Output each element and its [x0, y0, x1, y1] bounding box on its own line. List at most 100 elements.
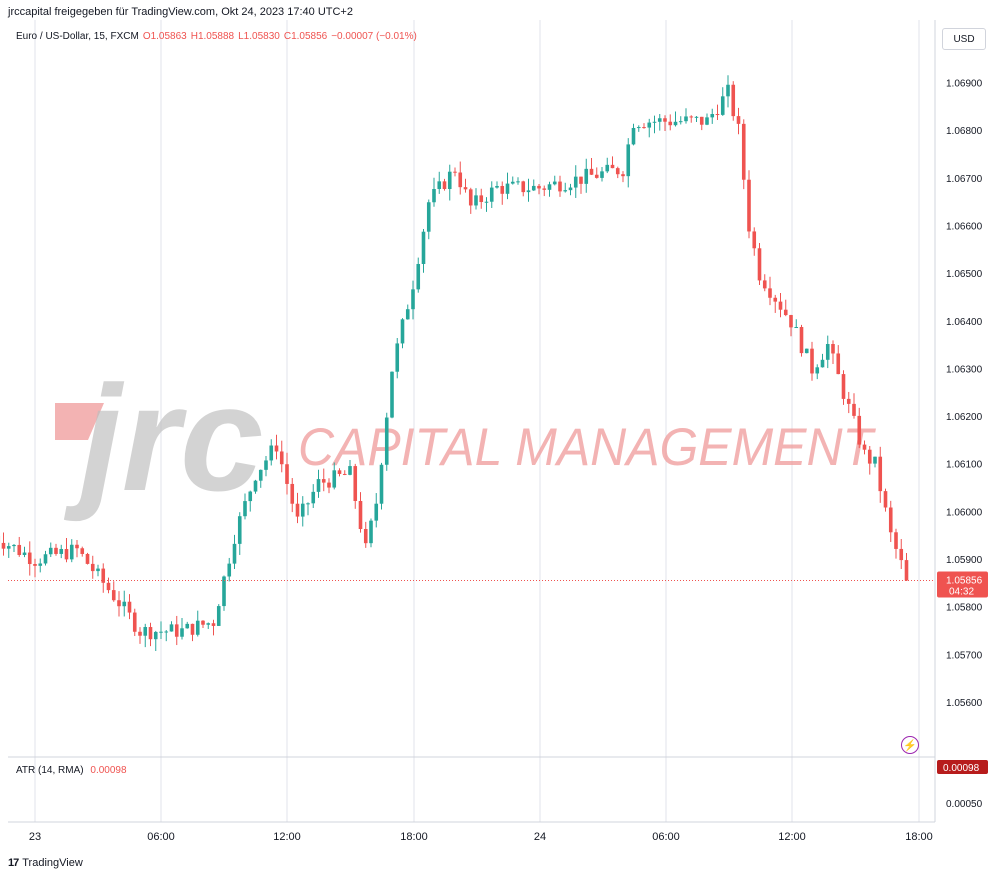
atr-legend[interactable]: ATR (14, RMA) 0.00098: [16, 765, 127, 776]
atr-tick-label: 0.00050: [946, 799, 983, 810]
candle-body: [741, 123, 746, 180]
candle-body: [495, 185, 499, 188]
ohlc-open: O1.05863: [142, 31, 187, 42]
candle-body: [605, 164, 610, 172]
candle-body: [883, 491, 888, 508]
candle-body: [705, 117, 709, 125]
candle-body: [841, 374, 846, 399]
candle-body: [600, 171, 604, 178]
watermark-logo-text: jrc: [63, 354, 263, 522]
candle-body: [500, 185, 505, 194]
candle-body: [80, 548, 85, 554]
candle-body: [762, 280, 767, 289]
candle-body: [395, 343, 400, 372]
candle-body: [573, 176, 578, 188]
candle-body: [783, 309, 788, 316]
candle-body: [22, 552, 27, 555]
flash-icon[interactable]: ⚡: [901, 736, 919, 754]
candle-body: [752, 231, 757, 249]
candle-body: [537, 185, 541, 189]
ohlc-close: C1.05856: [283, 31, 328, 42]
candle-body: [626, 144, 631, 177]
candle-body: [453, 171, 457, 173]
symbol-legend[interactable]: Euro / US-Dollar, 15, FXCM O1.05863 H1.0…: [16, 31, 417, 42]
candle-body: [715, 114, 720, 116]
time-tick-label: 18:00: [400, 831, 428, 843]
watermark-company-text: CAPITAL MANAGEMENT: [298, 418, 876, 477]
tradingview-logo-icon: 17: [8, 857, 19, 869]
time-tick-label: 18:00: [905, 831, 933, 843]
candle-body: [164, 631, 169, 633]
price-tick-label: 1.05600: [946, 698, 983, 709]
atr-label[interactable]: ATR (14, RMA): [16, 765, 84, 776]
candle-body: [825, 344, 830, 360]
candle-body: [510, 181, 515, 184]
candle-body: [43, 554, 48, 564]
candle-body: [558, 181, 562, 192]
candle-body: [547, 184, 552, 190]
price-tick-label: 1.06300: [946, 364, 983, 375]
candle-body: [274, 445, 279, 452]
candle-body: [699, 116, 704, 125]
candle-body: [831, 344, 835, 354]
candle-body: [90, 563, 95, 572]
ohlc-high: H1.05888: [190, 31, 235, 42]
candle-body: [206, 623, 211, 625]
candle-body: [159, 631, 163, 633]
candle-body: [579, 176, 583, 184]
price-axis[interactable]: 1.06900 1.06800 1.06700 1.06600 1.06500 1.064…: [937, 79, 988, 811]
candle-body: [384, 417, 389, 465]
time-tick-label: 12:00: [273, 831, 301, 843]
atr-axis-value: 0.00098: [943, 763, 980, 774]
candle-body: [227, 563, 232, 577]
price-tick-label: 1.06200: [946, 412, 983, 423]
candle-body: [731, 84, 736, 117]
watermark-logo-mark: [55, 403, 104, 440]
candle-body: [736, 116, 741, 124]
time-tick-label: 23: [29, 831, 41, 843]
candle-body: [290, 483, 295, 504]
atr-value-badge: [937, 760, 988, 774]
candle-body: [442, 181, 447, 190]
candle-body: [295, 503, 300, 517]
candle-body: [631, 127, 636, 145]
candle-body: [867, 449, 872, 464]
candle-body: [804, 348, 809, 354]
candle-body: [327, 482, 331, 488]
candle-body: [458, 172, 463, 188]
candle-body: [904, 560, 909, 581]
last-price-value: 1.05856: [946, 575, 983, 586]
price-tick-label: 1.06700: [946, 174, 983, 185]
candle-body: [148, 627, 153, 640]
candle-body: [75, 544, 79, 549]
candle-body: [878, 456, 883, 492]
price-tick-label: 1.06900: [946, 79, 983, 90]
candle-body: [615, 168, 620, 175]
candle-body: [521, 181, 526, 193]
price-tick-label: 1.06000: [946, 507, 983, 518]
candle-body: [432, 189, 436, 203]
time-tick-label: 24: [534, 831, 546, 843]
tradingview-footer[interactable]: 17 TradingView: [8, 857, 83, 869]
candle-body: [12, 544, 16, 547]
candle-body: [132, 612, 137, 632]
candle-body: [342, 473, 347, 475]
candle-body: [101, 568, 106, 583]
candle-body: [894, 532, 898, 549]
candle-body: [405, 309, 410, 320]
candle-body: [794, 327, 799, 329]
candle-body: [421, 231, 426, 264]
candle-body: [411, 289, 415, 310]
candle-body: [888, 507, 893, 533]
candle-body: [6, 546, 11, 549]
candle-body: [747, 179, 751, 232]
candle-body: [815, 367, 820, 374]
candle-body: [248, 491, 253, 502]
candle-body: [332, 470, 337, 488]
symbol-name[interactable]: Euro / US-Dollar, 15, FXCM: [16, 31, 139, 42]
currency-button[interactable]: USD: [942, 28, 986, 50]
candle-body: [636, 127, 641, 129]
time-axis[interactable]: 23 06:00 12:00 18:00 24 06:00 12:00 18:00: [29, 831, 933, 843]
candle-body: [211, 623, 216, 626]
